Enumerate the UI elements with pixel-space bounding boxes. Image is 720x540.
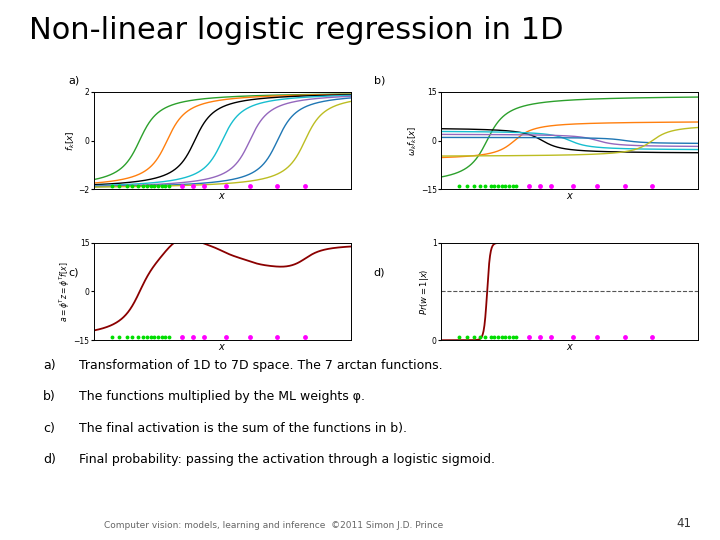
X-axis label: $x$: $x$ bbox=[218, 342, 226, 352]
Text: d): d) bbox=[374, 267, 385, 277]
Y-axis label: $f_k[x]$: $f_k[x]$ bbox=[64, 130, 77, 151]
X-axis label: $x$: $x$ bbox=[218, 191, 226, 200]
Text: a): a) bbox=[43, 359, 56, 372]
Text: d): d) bbox=[43, 453, 56, 466]
Text: c): c) bbox=[43, 422, 55, 435]
Text: The final activation is the sum of the functions in b).: The final activation is the sum of the f… bbox=[79, 422, 408, 435]
Text: Non-linear logistic regression in 1D: Non-linear logistic regression in 1D bbox=[29, 16, 563, 45]
Text: b): b) bbox=[43, 390, 56, 403]
X-axis label: $x$: $x$ bbox=[566, 191, 574, 200]
X-axis label: $x$: $x$ bbox=[566, 342, 574, 352]
Text: Final probability: passing the activation through a logistic sigmoid.: Final probability: passing the activatio… bbox=[79, 453, 495, 466]
Text: a): a) bbox=[68, 76, 79, 86]
Text: Transformation of 1D to 7D space. The 7 arctan functions.: Transformation of 1D to 7D space. The 7 … bbox=[79, 359, 443, 372]
Text: b): b) bbox=[374, 76, 385, 86]
Text: c): c) bbox=[68, 267, 79, 277]
Y-axis label: $\omega_k f_k[x]$: $\omega_k f_k[x]$ bbox=[407, 125, 420, 156]
Y-axis label: $a=\phi^T z=\phi^T f[x]$: $a=\phi^T z=\phi^T f[x]$ bbox=[58, 261, 72, 322]
Y-axis label: $Pr(w=1|x)$: $Pr(w=1|x)$ bbox=[418, 268, 431, 315]
Text: The functions multiplied by the ML weights φ.: The functions multiplied by the ML weigh… bbox=[79, 390, 365, 403]
Text: 41: 41 bbox=[676, 517, 691, 530]
Text: Computer vision: models, learning and inference  ©2011 Simon J.D. Prince: Computer vision: models, learning and in… bbox=[104, 521, 444, 530]
